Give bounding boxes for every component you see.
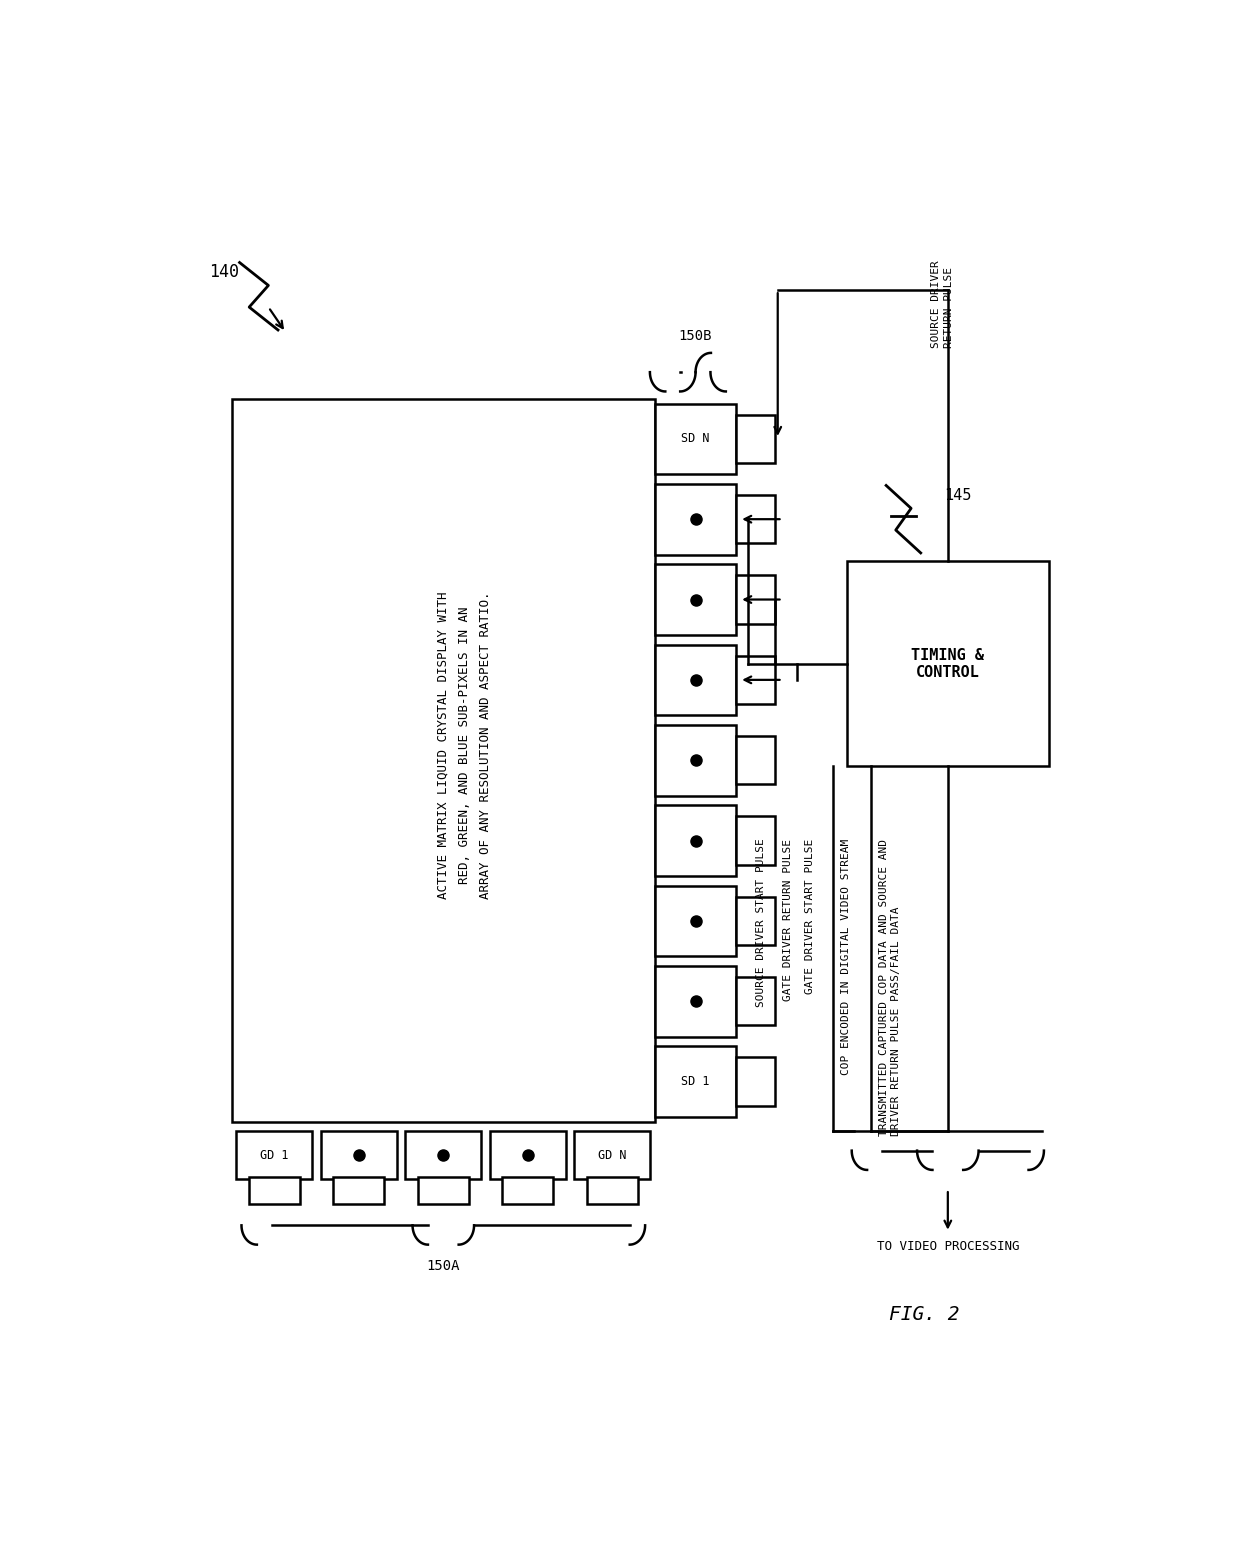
Bar: [249, 1177, 300, 1203]
Text: SOURCE DRIVER START PULSE: SOURCE DRIVER START PULSE: [755, 839, 765, 1008]
Text: TIMING &
CONTROL: TIMING & CONTROL: [911, 648, 985, 681]
Text: 140: 140: [210, 263, 239, 282]
Bar: [737, 576, 775, 623]
Text: ACTIVE MATRIX LIQUID CRYSTAL DISPLAY WITH
RED, GREEN, AND BLUE SUB-PIXELS IN AN
: ACTIVE MATRIX LIQUID CRYSTAL DISPLAY WIT…: [436, 592, 492, 900]
Bar: [655, 563, 737, 635]
Text: 150A: 150A: [427, 1260, 460, 1272]
Text: SD N: SD N: [681, 432, 709, 446]
Text: GD N: GD N: [598, 1149, 626, 1161]
Text: GATE DRIVER START PULSE: GATE DRIVER START PULSE: [805, 839, 815, 994]
Bar: [737, 656, 775, 704]
Text: TRANSMITTED CAPTURED COP DATA AND SOURCE AND
DRIVER RETURN PULSE PASS/FAIL DATA: TRANSMITTED CAPTURED COP DATA AND SOURCE…: [879, 839, 901, 1136]
Text: TO VIDEO PROCESSING: TO VIDEO PROCESSING: [877, 1239, 1019, 1254]
Text: 150B: 150B: [678, 329, 712, 343]
Text: 145: 145: [944, 488, 971, 502]
Bar: [737, 415, 775, 463]
Text: SOURCE DRIVER
RETURN PULSE: SOURCE DRIVER RETURN PULSE: [931, 260, 955, 347]
Bar: [737, 736, 775, 784]
Bar: [587, 1177, 637, 1203]
Bar: [655, 725, 737, 795]
Bar: [321, 1131, 397, 1180]
Bar: [655, 966, 737, 1036]
Bar: [655, 404, 737, 474]
Bar: [737, 1058, 775, 1105]
Bar: [334, 1177, 384, 1203]
Bar: [502, 1177, 553, 1203]
Bar: [574, 1131, 651, 1180]
Bar: [232, 399, 655, 1122]
Text: GATE DRIVER RETURN PULSE: GATE DRIVER RETURN PULSE: [782, 839, 792, 1000]
Bar: [655, 804, 737, 876]
Bar: [655, 886, 737, 956]
Text: SD 1: SD 1: [681, 1075, 709, 1088]
Text: GD 1: GD 1: [260, 1149, 289, 1161]
Bar: [655, 484, 737, 554]
Bar: [737, 897, 775, 945]
Bar: [490, 1131, 565, 1180]
Bar: [236, 1131, 312, 1180]
Text: COP ENCODED IN DIGITAL VIDEO STREAM: COP ENCODED IN DIGITAL VIDEO STREAM: [841, 839, 851, 1075]
Bar: [737, 817, 775, 864]
Bar: [737, 495, 775, 543]
Text: FIG. 2: FIG. 2: [889, 1305, 959, 1324]
Bar: [405, 1131, 481, 1180]
Bar: [418, 1177, 469, 1203]
Bar: [655, 1045, 737, 1117]
Bar: [655, 645, 737, 715]
Bar: [737, 977, 775, 1025]
Bar: [847, 562, 1049, 767]
